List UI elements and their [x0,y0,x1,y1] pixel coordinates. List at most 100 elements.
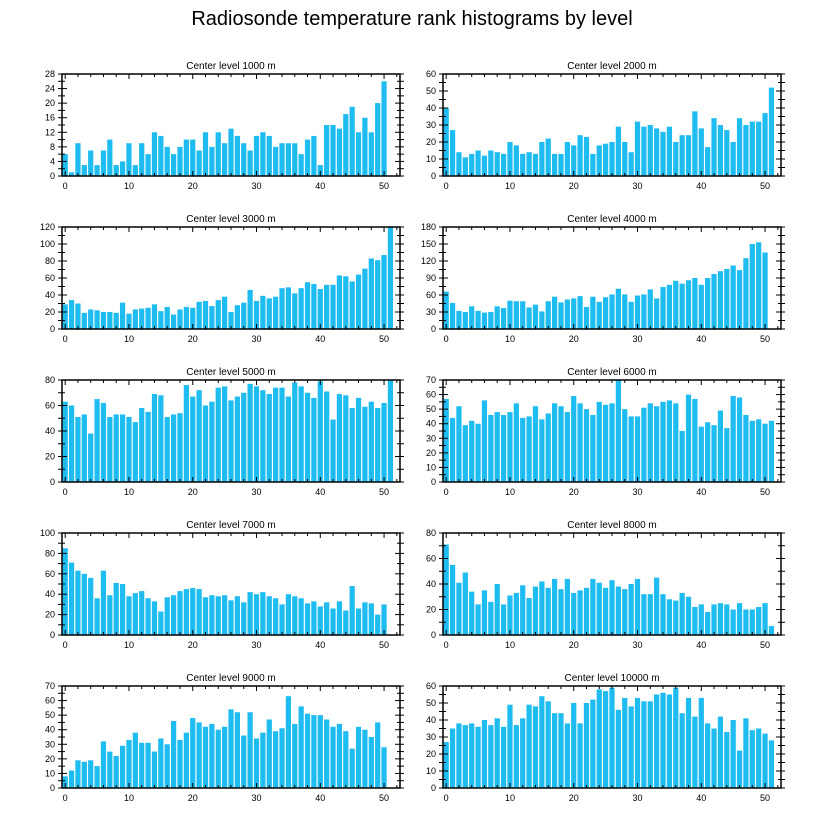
histogram-bar [119,161,126,176]
histogram-bar [349,106,355,176]
histogram-bar [298,598,304,635]
histogram-bar [336,723,343,788]
histogram-bar [494,718,500,788]
histogram-bar [349,281,355,329]
histogram-bar [717,410,724,482]
histogram-bar [247,592,253,635]
histogram-bar [311,601,317,635]
histogram-bar [215,387,221,482]
histogram-bar [247,289,253,329]
histogram-bar [336,128,343,176]
y-tick-label: 8 [50,142,55,152]
histogram-bar [62,401,68,482]
histogram-bar [222,296,228,329]
x-tick-label: 50 [379,334,389,344]
y-tick-label: 40 [426,103,436,113]
histogram-bar [545,701,551,788]
histogram-bar [343,395,349,482]
histogram-bar [660,287,666,329]
x-tick-label: 50 [379,487,389,497]
histogram-bar [469,153,475,176]
panel-title: Center level 7000 m [186,520,276,531]
y-tick-label: 20 [45,98,55,108]
histogram-bar [692,716,698,788]
histogram-bar [583,587,590,635]
histogram-bar [336,601,343,635]
histogram-bar [456,152,462,176]
histogram-bar [698,426,704,482]
histogram-bar [609,580,615,635]
histogram-bar [196,722,202,788]
histogram-bar [462,425,468,482]
histogram-bar [107,139,113,176]
histogram-bar [183,589,189,635]
histogram-bar [539,311,545,329]
x-tick-label: 40 [315,487,325,497]
histogram-bar [736,270,743,329]
histogram-bar [622,697,628,788]
histogram-bar [558,153,564,176]
histogram-bar [660,131,666,176]
histogram-bar [285,143,292,176]
histogram-bar [583,409,590,482]
histogram-bar [513,403,519,482]
histogram-bar [279,143,285,176]
histogram-bar [500,604,507,635]
histogram-bar [609,142,615,176]
histogram-bar [475,423,481,482]
histogram-bar [151,751,158,788]
panel-title: Center level 4000 m [567,214,657,225]
y-tick-label: 10 [426,462,436,472]
y-tick-label: 0 [50,630,55,640]
histogram-bar [666,694,673,788]
histogram-bar [298,288,304,329]
histogram-bar [151,394,158,482]
y-tick-label: 20 [45,307,55,317]
histogram-bar [349,586,355,635]
histogram-bar [292,293,298,329]
histogram-bar [100,570,107,635]
x-tick-label: 30 [252,487,262,497]
y-tick-label: 20 [45,452,55,462]
x-tick-label: 0 [63,487,68,497]
histogram-bar [94,310,100,329]
histogram-bar [324,125,330,176]
histogram-bar [202,300,209,329]
histogram-bar [324,602,330,635]
histogram-bar [622,294,628,329]
histogram-bar [456,406,462,482]
histogram-bar [513,592,519,635]
histogram-bar [577,135,583,176]
histogram-bar [469,591,475,635]
histogram-bar [349,408,355,482]
histogram-bar [628,152,634,176]
histogram-bar [551,713,558,788]
x-tick-label: 0 [63,640,68,650]
histogram-bar [743,414,749,482]
histogram-bar [756,728,762,788]
histogram-bar [311,715,317,788]
histogram-bar [119,745,126,788]
x-tick-label: 10 [505,334,515,344]
x-tick-label: 0 [63,334,68,344]
y-tick-label: 70 [426,375,436,385]
histogram-bar [132,309,138,329]
histogram-bar [228,709,234,788]
histogram-bar [564,578,570,635]
histogram-bar [145,598,151,635]
histogram-bar [317,381,323,482]
histogram-bar [273,296,279,329]
histogram-bar [513,725,519,788]
histogram-bar [100,150,107,176]
histogram-bar [673,142,679,176]
histogram-bar [88,150,94,176]
histogram-bar [641,294,647,329]
histogram-bar [381,747,387,788]
histogram-bar [62,304,68,329]
x-tick-label: 20 [188,640,198,650]
histogram-bar [273,387,279,482]
histogram-bar [475,150,481,176]
histogram-bar [107,312,113,329]
histogram-bar [564,412,570,482]
histogram-bar [462,725,468,788]
